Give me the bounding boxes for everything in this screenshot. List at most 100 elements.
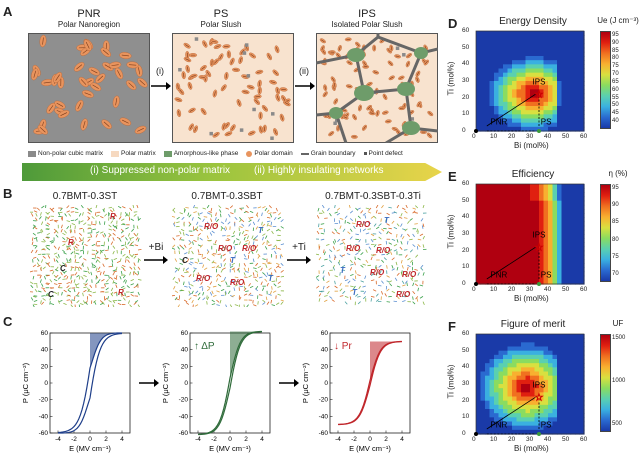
y-tick-label: 40 <box>41 347 49 354</box>
colorbar-tick: 95 <box>612 185 619 191</box>
colorbar-tick: 1000 <box>612 378 626 384</box>
x-tick-label: 40 <box>544 436 552 443</box>
y-axis-label: Ti (mol%) <box>446 364 456 399</box>
vector-field-st: R R C C R <box>30 205 142 307</box>
colorbar-tick: 85 <box>612 47 619 54</box>
phase-label: R <box>118 288 124 297</box>
phase-label: T <box>384 216 390 225</box>
polar-domain-group <box>31 34 148 135</box>
x-tick-label: 4 <box>400 436 404 443</box>
x-axis-label: E (MV cm⁻¹) <box>69 444 111 453</box>
phase-label: T <box>258 226 264 235</box>
legend-swatch <box>111 150 120 157</box>
phase-label: R/O <box>370 268 385 277</box>
phase-label: R <box>110 212 116 221</box>
y-tick-label: -20 <box>39 397 49 404</box>
loop-annotation: ↓ Pr <box>334 341 352 352</box>
pnr-schematic <box>28 33 150 143</box>
colorbar-tick: 85 <box>612 219 619 226</box>
x-axis-label: Bi (mol%) <box>514 294 549 303</box>
y-tick-label: 40 <box>462 60 470 68</box>
stage-title-ips: IPS <box>358 8 376 20</box>
y-tick-label: 20 <box>321 363 329 370</box>
arrow-i-label: (i) <box>156 66 164 76</box>
colorbar-title: UF <box>612 319 624 328</box>
y-tick-label: 20 <box>462 93 470 101</box>
y-tick-label: 10 <box>462 263 470 271</box>
composition-title-3: 0.7BMT-0.3SBT-0.3Ti <box>325 191 421 202</box>
colorbar-tick: 75 <box>612 63 619 70</box>
y-axis-label: P (μC cm⁻²) <box>301 362 310 403</box>
heatmap: ☆ IPS PNR PS <box>474 333 585 436</box>
y-tick-label: 50 <box>462 196 470 204</box>
svg-text:☆: ☆ <box>535 242 544 253</box>
ips-label: IPS <box>533 230 546 239</box>
y-tick-label: 0 <box>462 127 466 134</box>
x-axis-label: Bi (mol%) <box>514 141 549 150</box>
y-tick-label: 40 <box>462 213 470 221</box>
legend-label: Amorphous-like phase <box>173 150 239 157</box>
phase-label: R/O <box>396 290 411 299</box>
y-tick-label: 0 <box>462 280 466 287</box>
y-tick-label: 60 <box>462 27 470 34</box>
y-tick-label: -60 <box>39 430 49 437</box>
x-tick-label: 10 <box>490 133 498 140</box>
arrow-ti-icon <box>287 256 311 264</box>
y-tick-label: 60 <box>41 330 49 337</box>
colorbar-tick: 80 <box>612 236 619 243</box>
y-tick-label: 0 <box>184 380 188 387</box>
composition-title-2: 0.7BMT-0.3SBT <box>191 191 263 202</box>
x-tick-label: 0 <box>472 436 476 443</box>
y-tick-label: 30 <box>462 380 470 387</box>
y-axis-label: Ti (mol%) <box>446 61 456 96</box>
x-tick-label: 4 <box>260 436 264 443</box>
x-tick-label: 50 <box>562 286 570 293</box>
x-tick-label: 60 <box>580 436 588 443</box>
phase-label: T <box>352 288 358 297</box>
colorbar-title: η (%) <box>608 169 628 178</box>
x-tick-label: 2 <box>244 436 248 443</box>
colorbar-tick: 70 <box>612 71 619 78</box>
y-tick-label: 10 <box>462 110 470 118</box>
colorbar-tick: 500 <box>612 421 623 427</box>
y-tick-label: 20 <box>462 246 470 254</box>
phase-label: T <box>230 256 236 265</box>
x-tick-label: 20 <box>508 436 516 443</box>
x-tick-label: 0 <box>228 436 232 443</box>
colorbar <box>600 334 611 432</box>
composition-title-1: 0.7BMT-0.3ST <box>52 191 118 202</box>
x-tick-label: 2 <box>104 436 108 443</box>
colorbar-tick: 55 <box>612 94 619 101</box>
pnr-label: PNR <box>490 117 507 126</box>
pnr-label: PNR <box>490 420 507 429</box>
x-tick-label: 30 <box>526 133 534 140</box>
x-tick-label: 30 <box>526 436 534 443</box>
x-axis-label: E (MV cm⁻¹) <box>349 444 391 453</box>
colorbar <box>600 184 611 282</box>
y-tick-label: -20 <box>319 397 329 404</box>
x-tick-label: 60 <box>580 286 588 293</box>
loop-annotation: ↑ ΔP <box>194 341 215 352</box>
arrow-c2-icon <box>279 379 299 387</box>
svg-text:☆: ☆ <box>535 392 544 403</box>
stage-title-pnr: PNR <box>77 8 101 20</box>
phase-label: R/O <box>242 244 257 253</box>
colorbar-tick: 60 <box>612 86 619 93</box>
stage-subtitle-ips: Isolated Polar Slush <box>331 20 403 29</box>
arrow-i-icon <box>151 82 171 90</box>
y-tick-label: 0 <box>324 380 328 387</box>
y-tick-label: -40 <box>319 413 329 420</box>
y-axis-label: P (μC cm⁻²) <box>161 362 170 403</box>
pnr-label: PNR <box>490 270 507 279</box>
legend-label: Grain boundary <box>310 150 356 157</box>
x-tick-label: 2 <box>384 436 388 443</box>
legend-swatch <box>246 150 253 157</box>
ps-label: PS <box>541 270 552 279</box>
y-tick-label: -20 <box>179 397 189 404</box>
panel-label-a: A <box>3 4 13 19</box>
phase-label: R <box>68 238 74 247</box>
colorbar-tick: 50 <box>612 102 619 109</box>
colorbar-tick: 90 <box>612 39 619 46</box>
